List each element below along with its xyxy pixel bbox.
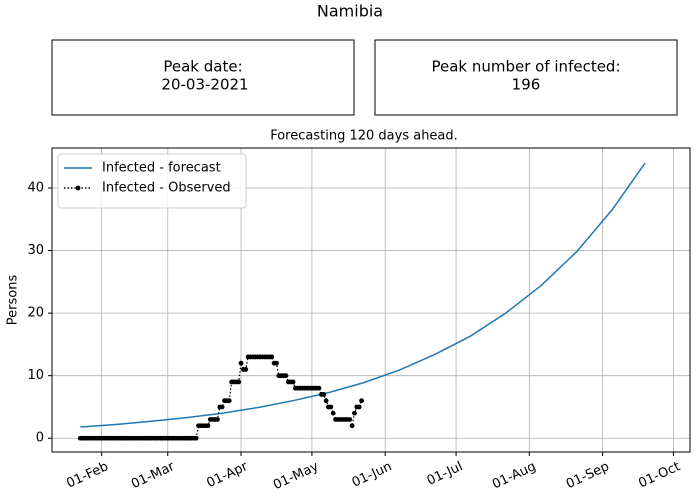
x-tick-label: 01-Sep — [564, 459, 612, 492]
data-point — [352, 410, 357, 416]
data-point — [321, 392, 327, 397]
data-point — [205, 423, 211, 429]
legend-label: Infected - Observed — [102, 181, 231, 196]
data-point — [219, 404, 225, 410]
y-tick-label: 30 — [27, 243, 44, 258]
chart-title: Forecasting 120 days ahead. — [270, 129, 458, 144]
info-value: 20-03-2021 — [161, 76, 248, 94]
series-line — [80, 356, 363, 439]
legend-marker — [75, 185, 81, 191]
data-point — [236, 379, 242, 385]
data-point — [347, 417, 353, 422]
y-tick-label: 20 — [27, 306, 44, 321]
data-point — [283, 373, 289, 379]
info-label: Peak date: — [163, 58, 242, 76]
x-tick-label: 01-May — [271, 459, 321, 493]
info-label: Peak number of infected: — [431, 58, 620, 76]
info-box — [51, 39, 355, 116]
x-tick-label: 01-Oct — [636, 459, 682, 491]
series-line — [80, 162, 646, 428]
data-point — [238, 360, 244, 366]
data-point — [330, 410, 336, 416]
data-point — [290, 379, 296, 385]
data-point — [274, 360, 279, 366]
plot-frame — [51, 147, 691, 453]
x-tick-label: 01-Apr — [204, 459, 250, 491]
info-box — [374, 39, 678, 116]
y-tick-label: 10 — [27, 368, 44, 383]
data-point — [316, 385, 322, 391]
data-point — [349, 423, 355, 429]
info-value: 196 — [512, 76, 541, 94]
x-tick-label: 01-Jun — [350, 459, 395, 490]
x-tick-label: 01-Aug — [490, 459, 538, 492]
x-tick-label: 01-Mar — [129, 459, 177, 492]
page-title: Namibia — [317, 2, 383, 21]
data-point — [269, 354, 275, 360]
data-point — [243, 367, 249, 372]
y-axis-label: Persons — [6, 275, 21, 326]
data-point — [193, 435, 199, 441]
data-point — [215, 417, 220, 422]
data-point — [359, 398, 364, 404]
x-tick-label: 01-Jul — [425, 459, 465, 489]
y-tick-label: 40 — [27, 181, 44, 196]
y-tick-label: 0 — [36, 431, 44, 446]
data-point — [323, 398, 329, 404]
data-point — [226, 398, 232, 404]
legend-box — [57, 153, 247, 209]
legend-label: Infected - forecast — [102, 161, 221, 176]
data-point — [356, 404, 362, 410]
x-tick-label: 01-Feb — [64, 459, 110, 491]
data-point — [328, 404, 334, 410]
